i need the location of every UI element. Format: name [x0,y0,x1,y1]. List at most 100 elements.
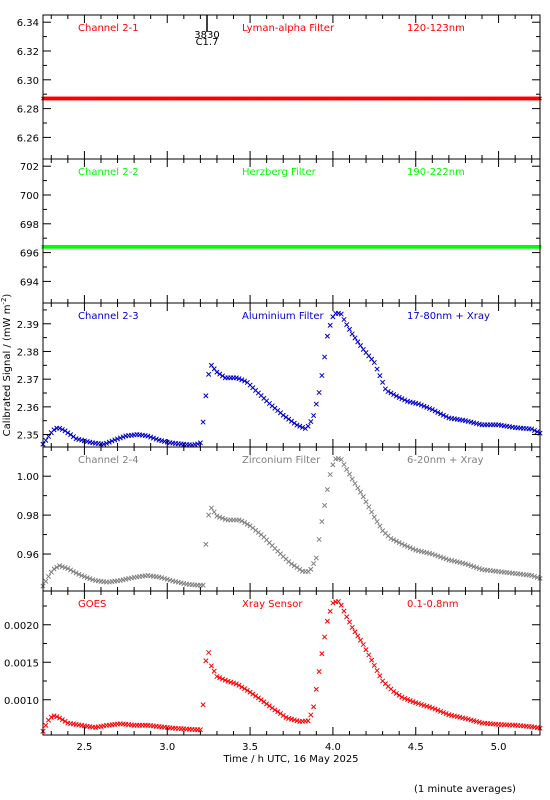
y-tick-label: 2.39 [17,320,39,331]
data-point [294,564,300,571]
data-point [153,436,159,442]
data-series-5 [40,598,543,734]
data-point [59,426,65,433]
data-point [308,712,314,718]
data-point [407,545,413,551]
data-point [319,651,325,657]
data-point [239,684,245,690]
data-point [399,396,405,402]
data-point [374,519,380,525]
data-point [391,688,397,695]
data-point [388,535,394,542]
data-point [308,566,314,572]
data-point [349,331,355,337]
data-point [236,517,242,523]
data-point [244,521,250,527]
data-point [424,703,430,709]
panel-5: 0.0010 0.0015 0.0020 GOES Xray Sensor 0.1-0.8… [4,590,543,736]
data-point [54,714,60,720]
data-point [534,574,540,580]
data-point [319,519,325,525]
panel-band-label: 120-123nm [407,23,465,34]
data-point [366,504,372,510]
data-point [297,423,303,429]
data-point [427,405,433,412]
data-point [432,408,438,414]
y-tick-label: 6.32 [17,47,39,58]
data-point [316,536,322,543]
y-axis-label: Calibrated Signal / (mW m-2) [0,294,13,437]
data-point [291,563,297,569]
data-point [399,694,405,700]
y-tick-label: 6.30 [17,76,39,87]
data-point [239,377,245,383]
data-point [308,419,314,425]
y-tick-label: 0.0020 [4,621,39,632]
data-series-2 [41,244,542,249]
data-point [402,695,408,701]
y-tick-label: 2.37 [17,375,39,386]
data-point [360,494,366,500]
panel-1: 6.26 6.28 6.30 6.32 6.34 Channel 2-1 Lyman-alp… [17,14,542,160]
data-point [355,633,361,639]
data-point [341,316,347,323]
y-tick-label: 0.0010 [4,696,39,707]
data-point [371,359,377,366]
data-point [440,555,446,561]
data-point [316,389,322,396]
data-point [341,608,347,614]
data-point [413,700,419,706]
data-point [117,435,123,441]
panel-channel-label: Channel 2-1 [78,23,139,34]
data-point [330,600,336,606]
data-point [275,709,281,715]
data-point [313,555,319,561]
data-point [352,335,358,341]
data-point [465,562,471,568]
data-point [43,437,49,443]
panel-channel-label: Channel 2-2 [78,167,139,178]
data-point [344,466,350,472]
flare-marker-label-bottom: C1.7 [196,37,219,48]
data-point [355,339,361,345]
y-tick-label: 6.26 [17,133,39,144]
data-point [233,681,239,687]
data-point [363,647,369,653]
y-tick-label: 0.0015 [4,658,39,669]
data-point [393,538,399,544]
data-point [438,554,444,560]
panel-channel-label: GOES [78,599,106,610]
data-point [299,424,306,430]
data-point [62,565,68,571]
data-point [443,413,449,420]
data-point [429,705,435,711]
y-tick-label: 696 [20,249,39,260]
data-point [43,578,49,584]
data-point [250,691,256,697]
y-tick-label: 2.36 [17,403,39,414]
data-point [410,546,416,552]
data-point [330,462,336,468]
data-point [443,711,449,717]
panel-filter-label: Zirconium Filter [242,455,321,466]
panel-filter-label: Aluminium Filter [242,311,325,322]
data-point [288,418,295,424]
data-point [48,714,54,720]
data-point [214,513,220,519]
data-point [388,390,394,396]
data-point [222,677,228,683]
panel-filter-label: Lyman-alpha Filter [242,23,335,34]
data-point [305,718,311,724]
data-point [369,657,375,663]
data-point [393,690,399,696]
data-point [219,676,226,682]
data-point [415,701,422,707]
x-tick-label: 4.0 [325,742,341,753]
y-tick-label: 698 [20,220,39,231]
panel-frame [42,302,541,448]
data-point [534,429,540,435]
data-series-3 [40,310,543,448]
data-point [322,502,328,508]
panel-frame [42,158,541,304]
